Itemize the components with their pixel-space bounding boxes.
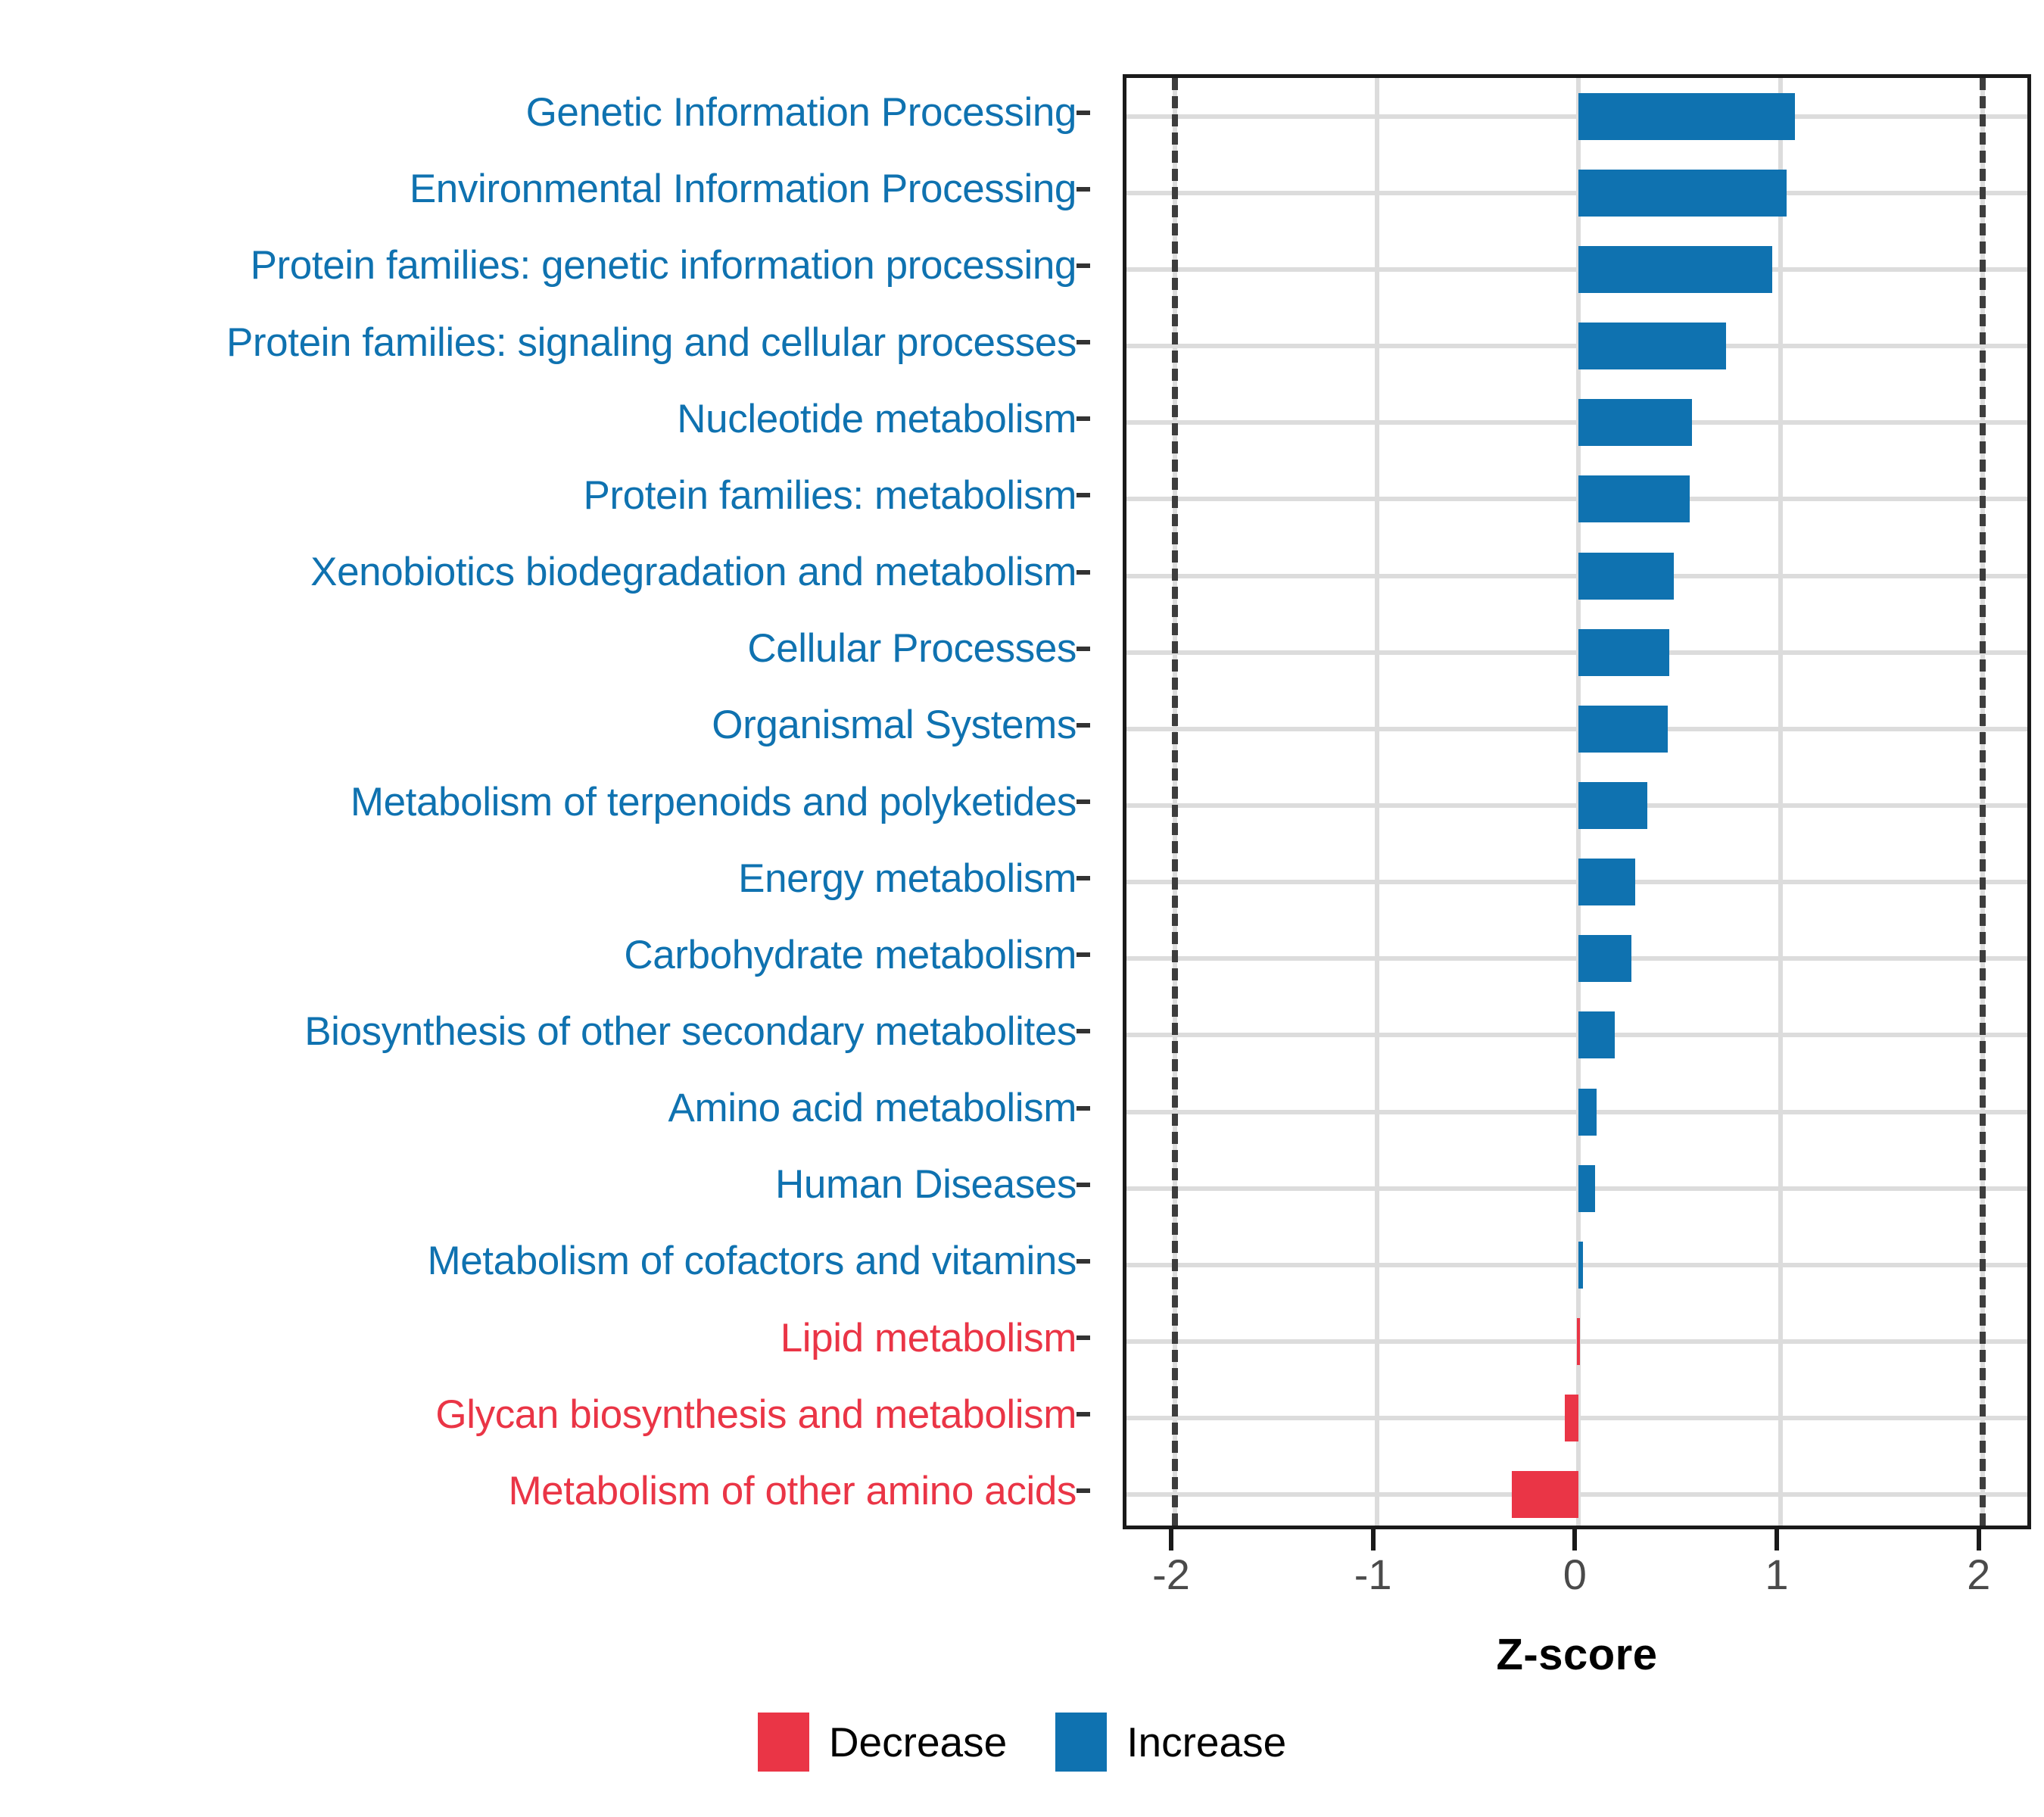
y-axis-tick-mark — [1077, 1182, 1090, 1187]
y-axis-tick-mark — [1077, 1335, 1090, 1341]
y-axis-tick-label: Metabolism of cofactors and vitamins — [427, 1239, 1077, 1284]
y-axis-tick-label: Cellular Processes — [747, 626, 1077, 672]
y-axis-tick-label: Genetic Information Processing — [525, 90, 1077, 136]
y-axis-category-labels: Genetic Information Processing Environmen… — [0, 74, 1090, 1529]
y-axis-tick-label: Human Diseases — [775, 1162, 1077, 1208]
x-axis-tick-marks — [1123, 1529, 2031, 1555]
y-axis-tick-label: Nucleotide metabolism — [677, 396, 1077, 441]
vertical-gridline — [1778, 78, 1783, 1526]
bar — [1578, 169, 1787, 217]
y-axis-tick-label: Xenobiotics biodegradation and metabolis… — [310, 550, 1077, 595]
y-axis-tick-label: Energy metabolism — [738, 856, 1077, 901]
bar — [1578, 628, 1670, 676]
y-axis-tick-label: Organismal Systems — [712, 703, 1077, 748]
bar — [1564, 1395, 1579, 1442]
bar — [1578, 782, 1647, 829]
bar — [1578, 1088, 1597, 1136]
bar — [1578, 323, 1726, 370]
legend-swatch — [1055, 1713, 1108, 1772]
y-axis-tick-mark — [1077, 1412, 1090, 1417]
x-axis-tick-mark — [1774, 1529, 1779, 1551]
vertical-gridline — [1374, 78, 1379, 1526]
y-axis-tick-mark — [1077, 1029, 1090, 1034]
x-axis-tick-label: 2 — [1967, 1551, 1991, 1598]
y-axis-tick-mark — [1077, 646, 1090, 651]
y-axis-tick-label: Protein families: genetic information pr… — [250, 243, 1077, 288]
y-axis-tick-label: Protein families: signaling and cellular… — [226, 319, 1077, 365]
x-axis-tick-label: -1 — [1354, 1551, 1392, 1598]
x-axis-tick-labels: -2 -1 0 1 2 — [1123, 1554, 2031, 1614]
y-axis-tick-label: Carbohydrate metabolism — [624, 932, 1077, 977]
y-axis-tick-mark — [1077, 340, 1090, 345]
y-axis-tick-label: Metabolism of other amino acids — [508, 1468, 1077, 1513]
x-axis-tick-mark — [1370, 1529, 1376, 1551]
y-axis-tick-mark — [1077, 493, 1090, 498]
bar — [1512, 1471, 1579, 1519]
legend-item[interactable]: Increase — [1055, 1713, 1286, 1772]
bar — [1578, 1164, 1595, 1212]
y-axis-tick-label: Amino acid metabolism — [668, 1086, 1077, 1131]
y-axis-tick-mark — [1077, 952, 1090, 958]
legend: Decrease Increase — [0, 1713, 2044, 1772]
bar — [1578, 935, 1631, 983]
y-axis-tick-label: Environmental Information Processing — [409, 167, 1077, 212]
y-axis-tick-mark — [1077, 263, 1090, 268]
bar — [1578, 245, 1773, 293]
y-axis-tick-mark — [1077, 1258, 1090, 1264]
legend-swatch — [757, 1713, 809, 1772]
reference-line — [1172, 78, 1178, 1526]
y-axis-tick-label: Glycan biosynthesis and metabolism — [435, 1392, 1077, 1437]
y-axis-tick-mark — [1077, 799, 1090, 804]
y-axis-tick-mark — [1077, 569, 1090, 575]
y-axis-tick-mark — [1077, 186, 1090, 192]
bar — [1578, 1241, 1583, 1289]
y-axis-tick-label: Metabolism of terpenoids and polyketides — [350, 779, 1077, 824]
legend-item[interactable]: Decrease — [757, 1713, 1008, 1772]
bar — [1578, 1011, 1616, 1059]
x-axis-tick-mark — [1976, 1529, 1981, 1551]
plot-area — [1126, 78, 2027, 1526]
x-axis-tick-mark — [1169, 1529, 1173, 1551]
y-axis-tick-label: Protein families: metabolism — [583, 472, 1077, 518]
bar — [1578, 475, 1690, 523]
bar — [1578, 552, 1674, 600]
legend-label: Decrease — [828, 1718, 1008, 1766]
y-axis-tick-mark — [1077, 1105, 1090, 1111]
y-axis-tick-mark — [1077, 110, 1090, 115]
bar — [1578, 92, 1795, 140]
bar — [1578, 859, 1635, 906]
x-axis-tick-label: -2 — [1152, 1551, 1190, 1598]
bar — [1576, 1318, 1580, 1366]
plot-panel — [1123, 74, 2031, 1529]
y-axis-tick-label: Biosynthesis of other secondary metaboli… — [304, 1008, 1077, 1054]
legend-label: Increase — [1126, 1718, 1287, 1766]
y-axis-tick-mark — [1077, 1488, 1090, 1494]
x-axis-tick-label: 1 — [1765, 1551, 1789, 1598]
x-axis-tick-label: 0 — [1563, 1551, 1587, 1598]
y-axis-tick-mark — [1077, 416, 1090, 422]
y-axis-tick-mark — [1077, 722, 1090, 728]
bar — [1578, 399, 1692, 447]
x-axis-title: Z-score — [1496, 1630, 1658, 1679]
reference-line — [1979, 78, 1986, 1526]
y-axis-tick-mark — [1077, 876, 1090, 881]
y-axis-tick-label: Lipid metabolism — [780, 1315, 1077, 1360]
bar — [1578, 705, 1668, 753]
x-axis-tick-mark — [1572, 1529, 1578, 1551]
